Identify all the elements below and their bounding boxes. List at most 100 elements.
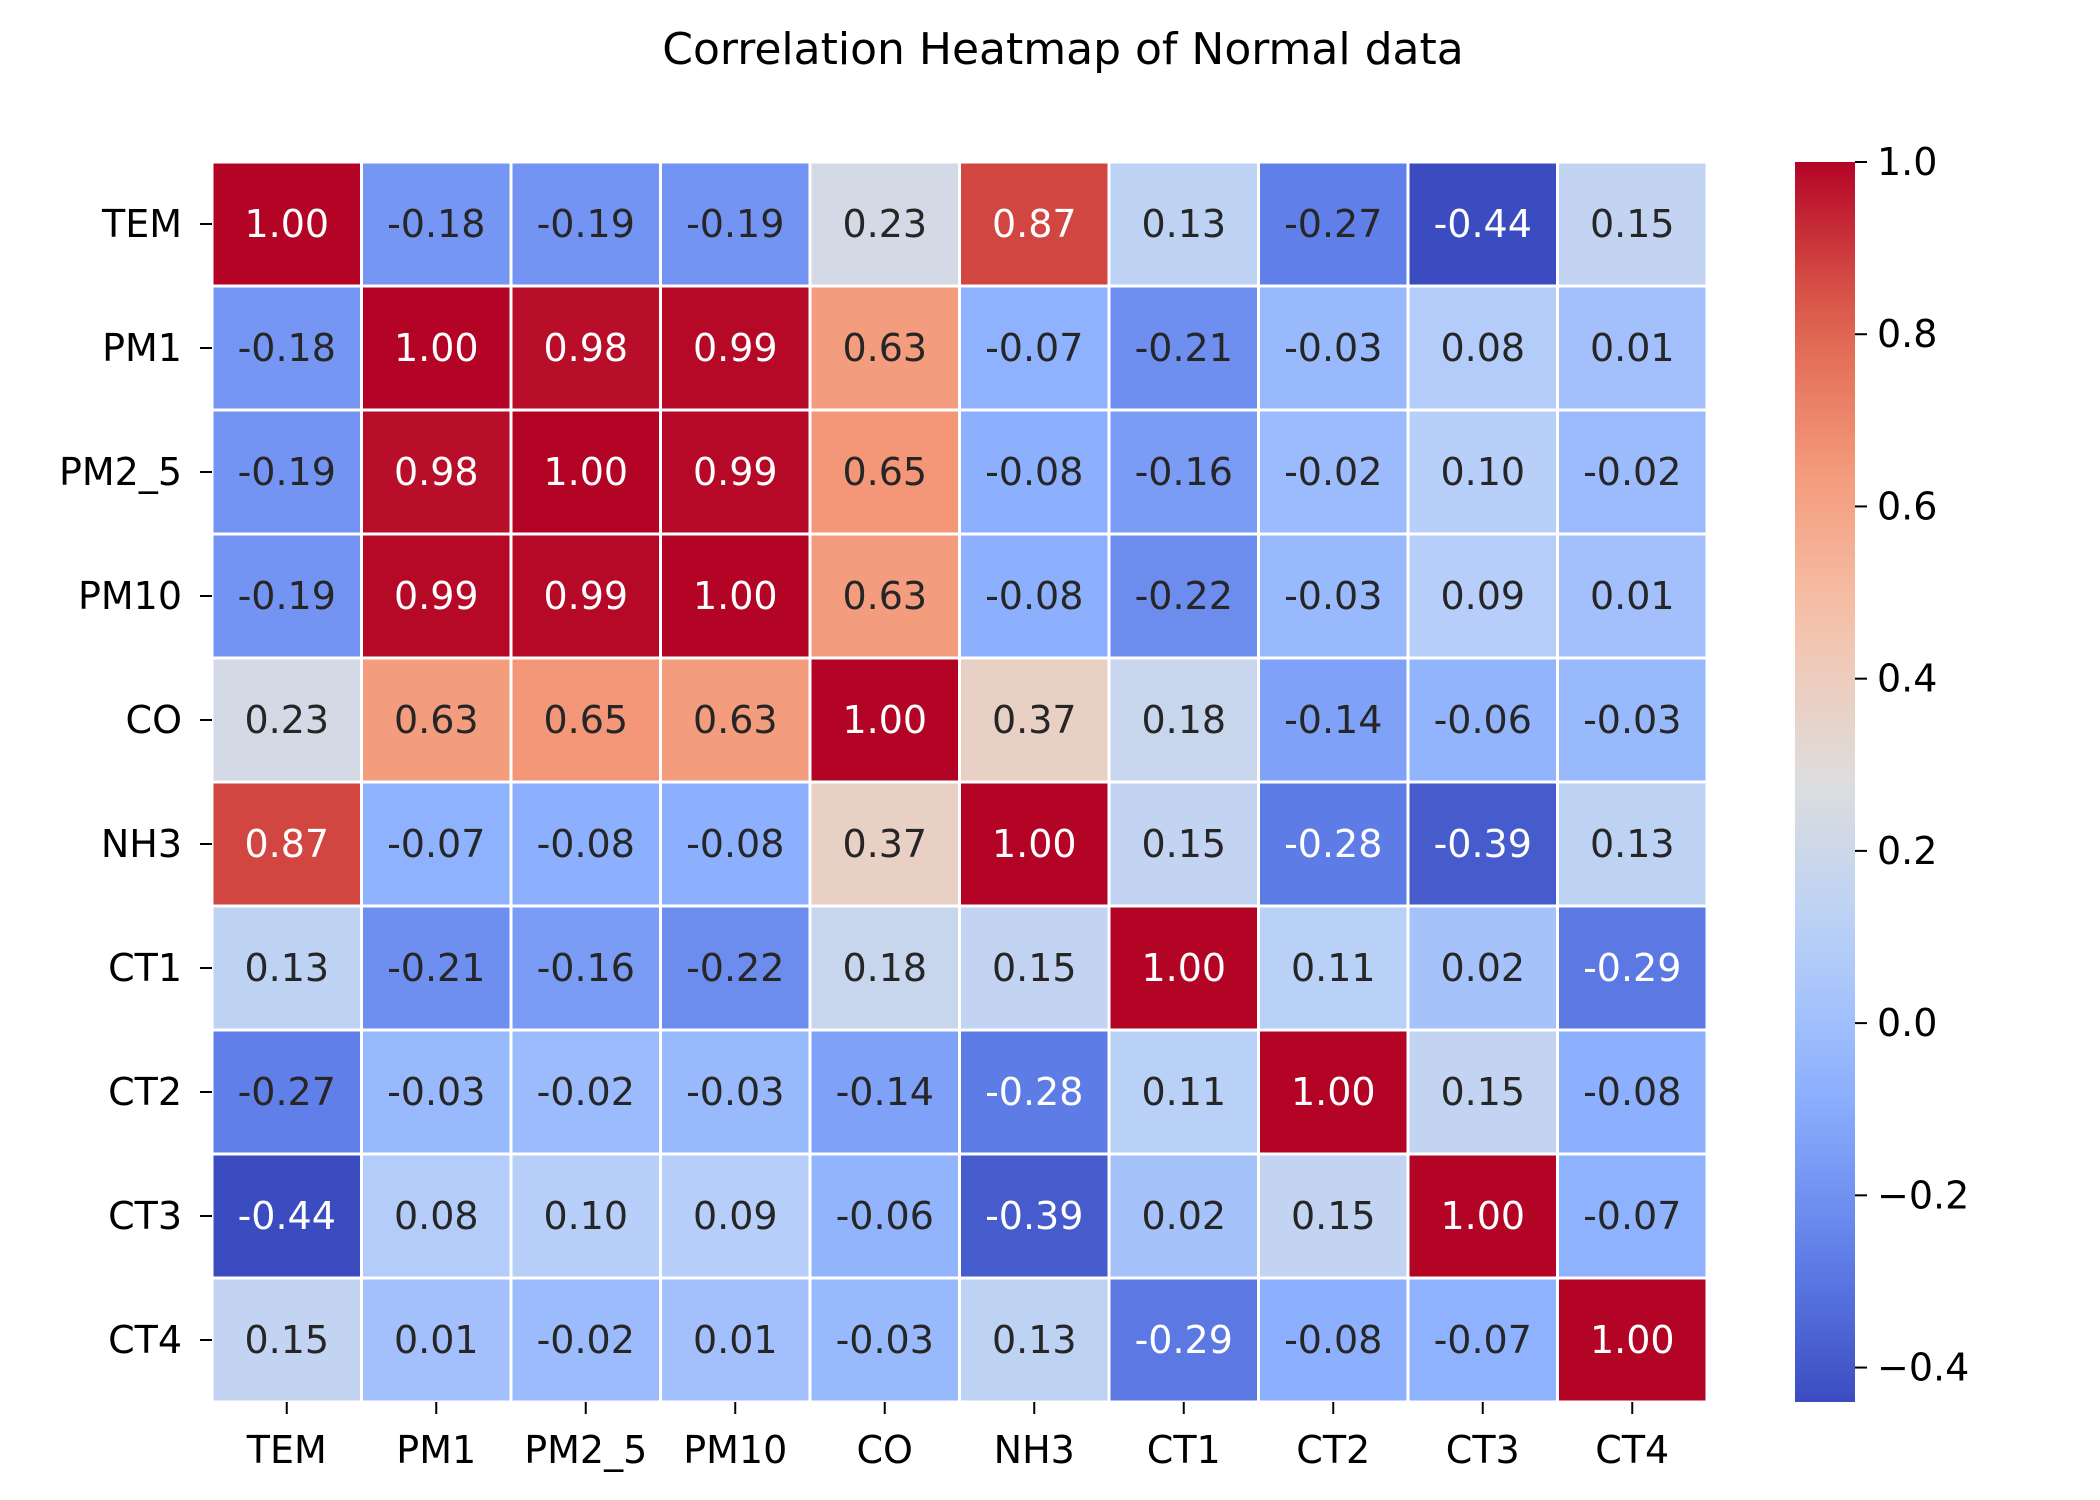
cell-value-label: 0.01 xyxy=(1590,326,1675,370)
heatmap-cell xyxy=(1107,284,1260,412)
heatmap-cell xyxy=(210,1276,363,1404)
cell-value-label: 0.10 xyxy=(543,1194,628,1238)
cell-value-label: 0.11 xyxy=(1291,946,1376,990)
y-axis: TEM PM1 PM2_5 PM10 CO NH3 CT1 CT2 CT3 CT4 xyxy=(59,202,212,1362)
cell-value-label: 0.15 xyxy=(1590,202,1675,246)
cell-value-label: -0.28 xyxy=(1284,822,1382,866)
cell-value-label: 0.10 xyxy=(1440,450,1525,494)
cell-value-label: -0.16 xyxy=(537,946,635,990)
heatmap-cell xyxy=(1556,160,1709,288)
heatmap-cell xyxy=(958,1276,1111,1404)
cell-value-label: 0.02 xyxy=(1141,1194,1226,1238)
cell-value-label: -0.03 xyxy=(836,1318,934,1362)
cell-value-label: -0.03 xyxy=(686,1070,784,1114)
cell-value-label: 0.23 xyxy=(244,698,329,742)
x-tick-label: PM10 xyxy=(683,1428,787,1472)
y-tick-label: PM2_5 xyxy=(59,450,182,494)
heatmap-cell xyxy=(1107,1028,1260,1156)
y-tick-label: TEM xyxy=(101,202,182,246)
cell-value-label: 0.23 xyxy=(842,202,927,246)
x-tick-label: NH3 xyxy=(994,1428,1075,1472)
cell-value-label: -0.19 xyxy=(238,574,336,618)
cell-value-label: -0.44 xyxy=(238,1194,336,1238)
heatmap-cell xyxy=(1406,1276,1559,1404)
heatmap-cell xyxy=(1556,1028,1709,1156)
cell-value-label: 0.87 xyxy=(244,822,329,866)
heatmap-cell xyxy=(958,284,1111,412)
cell-value-label: 0.08 xyxy=(394,1194,479,1238)
cell-value-label: 0.63 xyxy=(842,326,927,370)
x-tick-label: CO xyxy=(857,1428,913,1472)
heatmap-cell xyxy=(210,532,363,660)
heatmap-cell xyxy=(1107,1152,1260,1280)
colorbar-tick-label: −0.2 xyxy=(1877,1173,1969,1217)
colorbar-tick-label: 0.6 xyxy=(1877,484,1937,528)
heatmap-cell xyxy=(1406,780,1559,908)
cell-value-label: 1.00 xyxy=(1440,1194,1525,1238)
heatmap-cell xyxy=(1257,408,1410,536)
cell-value-label: 0.99 xyxy=(394,574,479,618)
x-tick-label: PM2_5 xyxy=(524,1428,647,1472)
cell-value-label: -0.29 xyxy=(1135,1318,1233,1362)
cell-value-label: 0.02 xyxy=(1440,946,1525,990)
cell-value-label: 1.00 xyxy=(394,326,479,370)
cell-value-label: 0.13 xyxy=(992,1318,1077,1362)
cell-value-label: 1.00 xyxy=(992,822,1077,866)
heatmap-cell xyxy=(958,1028,1111,1156)
cell-value-label: -0.08 xyxy=(686,822,784,866)
cell-value-label: -0.22 xyxy=(1135,574,1233,618)
cell-value-label: 0.01 xyxy=(693,1318,778,1362)
x-tick-label: PM1 xyxy=(396,1428,476,1472)
cell-value-label: -0.18 xyxy=(238,326,336,370)
y-tick-label: CO xyxy=(126,698,182,742)
colorbar-tick-label: 0.0 xyxy=(1877,1001,1937,1045)
heatmap-cell xyxy=(808,1276,961,1404)
cell-value-label: -0.21 xyxy=(1135,326,1233,370)
heatmap-cell xyxy=(1406,904,1559,1032)
heatmap-cell xyxy=(659,1028,812,1156)
heatmap-cell xyxy=(509,1152,662,1280)
heatmap-cell xyxy=(958,780,1111,908)
cell-value-label: -0.44 xyxy=(1434,202,1532,246)
cell-value-label: -0.19 xyxy=(238,450,336,494)
cell-value-label: -0.29 xyxy=(1583,946,1681,990)
cell-value-label: 1.00 xyxy=(244,202,329,246)
cell-value-label: -0.08 xyxy=(1583,1070,1681,1114)
cell-value-label: -0.02 xyxy=(537,1070,635,1114)
cell-value-label: -0.14 xyxy=(1284,698,1382,742)
cell-value-label: -0.08 xyxy=(537,822,635,866)
heatmap-cell xyxy=(1107,656,1260,784)
heatmap-cell xyxy=(1107,1276,1260,1404)
cell-value-label: 0.98 xyxy=(543,326,628,370)
heatmap-cell xyxy=(1257,1152,1410,1280)
heatmap-cell xyxy=(509,408,662,536)
heatmap-cell xyxy=(1257,1276,1410,1404)
heatmap-cell xyxy=(1556,1276,1709,1404)
y-tick-label: PM1 xyxy=(102,326,182,370)
cell-value-label: -0.39 xyxy=(985,1194,1083,1238)
cell-value-label: -0.07 xyxy=(985,326,1083,370)
cell-value-label: 1.00 xyxy=(543,450,628,494)
heatmap-cell xyxy=(808,780,961,908)
heatmap-cell xyxy=(210,904,363,1032)
cell-value-label: -0.08 xyxy=(985,574,1083,618)
x-tick-label: CT1 xyxy=(1147,1428,1221,1472)
cell-value-label: 0.98 xyxy=(394,450,479,494)
cell-value-label: 0.08 xyxy=(1440,326,1525,370)
heatmap-cell xyxy=(509,1028,662,1156)
heatmap-cell xyxy=(210,780,363,908)
y-tick-label: CT2 xyxy=(108,1070,182,1114)
heatmap-cell xyxy=(1406,284,1559,412)
cell-value-label: -0.27 xyxy=(238,1070,336,1114)
cell-value-label: 0.13 xyxy=(244,946,329,990)
colorbar-tick-label: 0.2 xyxy=(1877,829,1937,873)
heatmap-cell xyxy=(958,160,1111,288)
heatmap-cell xyxy=(659,284,812,412)
cell-value-label: -0.06 xyxy=(1434,698,1532,742)
heatmap-cell xyxy=(659,780,812,908)
cell-value-label: 1.00 xyxy=(1291,1070,1376,1114)
heatmap-cell xyxy=(1556,532,1709,660)
cell-value-label: 0.99 xyxy=(693,326,778,370)
